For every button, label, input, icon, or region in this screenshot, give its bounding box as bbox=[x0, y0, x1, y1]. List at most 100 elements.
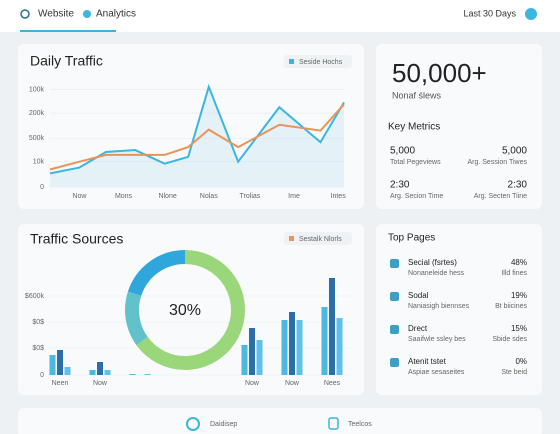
card-title: Daily Traffic bbox=[30, 53, 103, 69]
metric-label: Arg. Secion Time bbox=[390, 193, 443, 200]
bar bbox=[249, 328, 255, 375]
big-sub: Nonaf ślews bbox=[392, 90, 442, 100]
bar bbox=[321, 307, 328, 375]
bar bbox=[57, 350, 63, 375]
page-sub: Sbide sdes bbox=[492, 336, 527, 343]
row-icon bbox=[390, 292, 399, 301]
y-tick-label: 0 bbox=[40, 184, 44, 191]
metric-value: 5,000 bbox=[502, 146, 527, 157]
page-name: Secial (fsrtes) bbox=[408, 258, 457, 267]
page-sub: Saaifwle ssley bes bbox=[408, 336, 466, 343]
page-sub: Nonaneleide hess bbox=[408, 270, 465, 277]
row-icon bbox=[390, 325, 399, 334]
y-tick-label: 200k bbox=[29, 110, 45, 117]
row-icon bbox=[390, 259, 399, 268]
card bbox=[376, 224, 542, 395]
tab-underline bbox=[20, 30, 116, 32]
bar bbox=[129, 374, 136, 375]
y-tick-label: 0 bbox=[40, 372, 44, 379]
legend-swatch bbox=[289, 236, 294, 241]
metric-label: Arg. Secten Tiine bbox=[474, 193, 527, 200]
y-tick-label: $600k bbox=[25, 293, 45, 300]
page-sub: Aspiae sesaseites bbox=[408, 369, 465, 376]
bar bbox=[289, 312, 295, 375]
donut-segment bbox=[125, 291, 148, 346]
donut-segment bbox=[127, 250, 186, 297]
x-tick-label: Nolas bbox=[200, 193, 218, 200]
card bbox=[18, 44, 364, 209]
legend-label: Sestalk Nlorls bbox=[299, 236, 342, 243]
product: Analytics bbox=[96, 9, 136, 20]
logo bbox=[20, 9, 30, 19]
metric-label: Arg. Session Tiwes bbox=[467, 159, 527, 166]
legend-box bbox=[284, 55, 352, 68]
donut-center: 30% bbox=[169, 302, 201, 319]
x-tick-label: Mons bbox=[115, 193, 133, 200]
page-name: Atenit tstet bbox=[408, 357, 447, 366]
logo-icon bbox=[83, 10, 91, 18]
footer-icon[interactable] bbox=[186, 417, 200, 431]
y-tick-label: $0$ bbox=[32, 319, 44, 326]
page-sub: Ste beid bbox=[501, 369, 527, 376]
y-tick-label: 10k bbox=[33, 159, 45, 166]
section-title: Key Metrics bbox=[388, 122, 440, 133]
bar bbox=[104, 370, 111, 375]
section-title: Top Pages bbox=[388, 233, 435, 244]
metric-value: 5,000 bbox=[390, 146, 415, 157]
date-range[interactable]: Last 30 Days bbox=[463, 8, 516, 18]
y-tick-label: 500k bbox=[29, 135, 45, 142]
y-tick-label: $0$ bbox=[32, 345, 44, 352]
brand: Website bbox=[38, 9, 74, 20]
bar bbox=[296, 320, 303, 375]
avatar[interactable] bbox=[525, 8, 537, 20]
bar bbox=[64, 367, 71, 375]
bar bbox=[241, 345, 248, 375]
area bbox=[50, 86, 344, 187]
bar bbox=[329, 278, 335, 375]
bar bbox=[144, 374, 151, 375]
metric-label: Total Pegeviews bbox=[390, 159, 441, 166]
card bbox=[376, 44, 542, 209]
row-icon bbox=[390, 358, 399, 367]
bar bbox=[49, 355, 56, 375]
bar bbox=[256, 340, 263, 375]
card bbox=[18, 224, 364, 395]
footer-link[interactable]: Teelcos bbox=[348, 421, 372, 428]
metric-value: 2:30 bbox=[390, 180, 410, 191]
card bbox=[18, 408, 542, 434]
page-name: Sodal bbox=[408, 291, 429, 300]
legend-swatch bbox=[289, 59, 294, 64]
footer-icon[interactable] bbox=[328, 417, 339, 430]
x-tick-label: Now bbox=[72, 193, 87, 200]
legend-label: Seside Hochs bbox=[299, 59, 343, 66]
page-name: Drect bbox=[408, 324, 428, 333]
page-pct: 15% bbox=[511, 324, 527, 333]
y-tick-label: 100k bbox=[29, 87, 45, 94]
x-tick-label: Nees bbox=[324, 380, 341, 387]
page-sub: Illd fines bbox=[501, 270, 527, 277]
donut-segment bbox=[136, 250, 245, 370]
bar bbox=[281, 320, 288, 375]
x-tick-label: Now bbox=[93, 380, 108, 387]
bar bbox=[89, 370, 96, 375]
page-pct: 48% bbox=[511, 258, 527, 267]
x-tick-label: Intes bbox=[331, 193, 347, 200]
x-tick-label: Neen bbox=[52, 380, 69, 387]
header-bar bbox=[0, 0, 560, 32]
page-pct: 0% bbox=[515, 357, 527, 366]
x-tick-label: Trolias bbox=[240, 193, 261, 200]
bar bbox=[336, 318, 343, 375]
bar bbox=[97, 362, 103, 375]
card-title: Traffic Sources bbox=[30, 231, 123, 247]
metric-value: 2:30 bbox=[508, 180, 528, 191]
x-tick-label: Now bbox=[245, 380, 260, 387]
page-sub: Naniasigh biennses bbox=[408, 303, 470, 310]
x-tick-label: Nlone bbox=[158, 193, 176, 200]
x-tick-label: Now bbox=[285, 380, 300, 387]
x-tick-label: Ime bbox=[288, 193, 300, 200]
legend-box bbox=[284, 232, 352, 245]
line bbox=[49, 103, 345, 171]
footer-link[interactable]: Daidisep bbox=[210, 421, 237, 428]
page-pct: 19% bbox=[511, 291, 527, 300]
